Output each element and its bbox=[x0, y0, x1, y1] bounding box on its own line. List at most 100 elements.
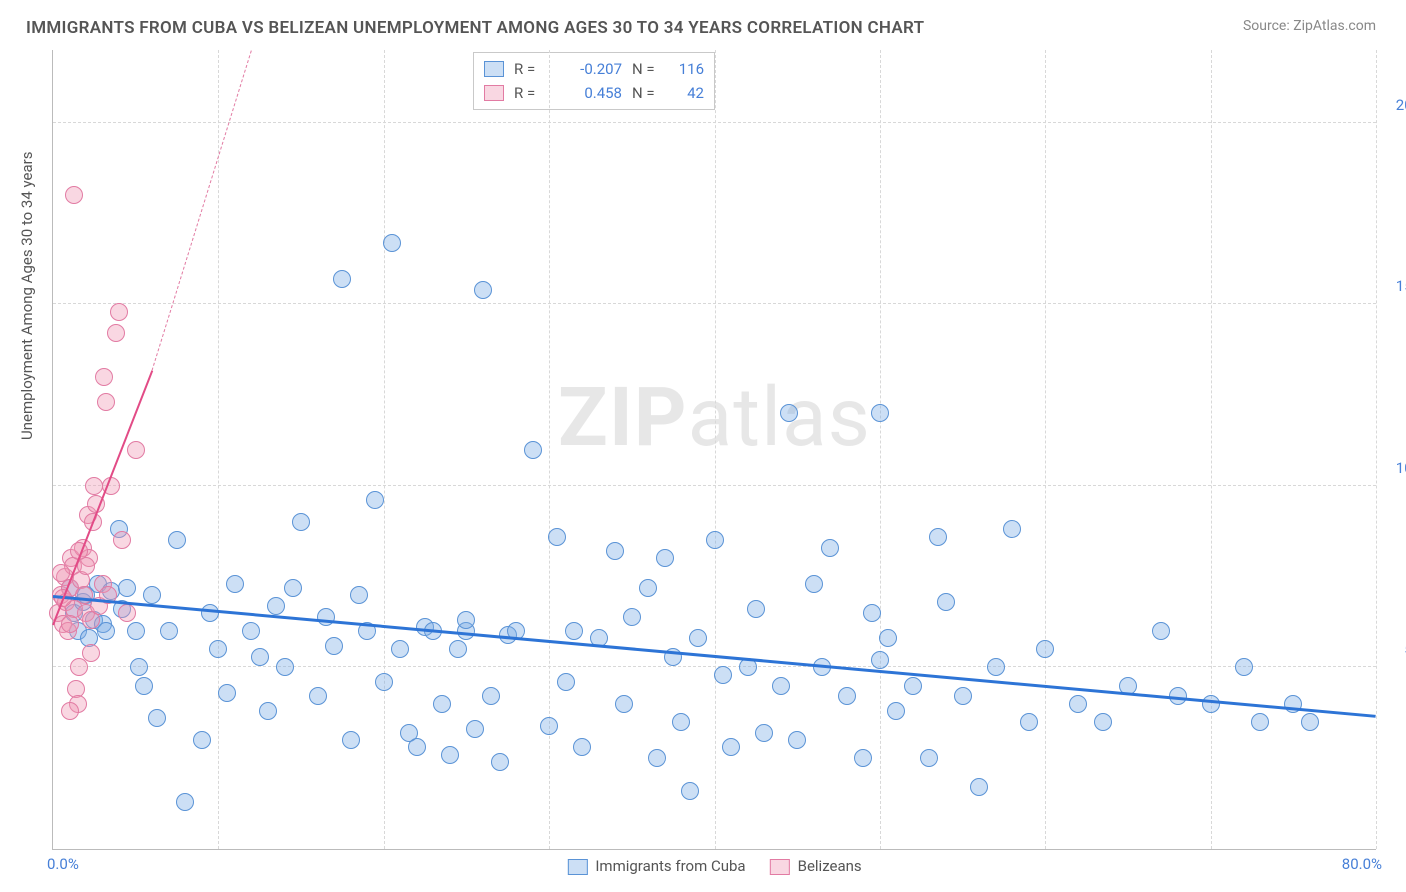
data-point-cuba bbox=[176, 793, 194, 811]
y-tick-label: 5.0% bbox=[1381, 640, 1406, 658]
data-point-cuba bbox=[284, 579, 302, 597]
data-point-cuba bbox=[1003, 520, 1021, 538]
data-point-belize bbox=[113, 531, 131, 549]
legend-correlation-row: R =0.458N =42 bbox=[484, 81, 704, 105]
gridline-v bbox=[715, 50, 716, 849]
data-point-belize bbox=[118, 604, 136, 622]
data-point-cuba bbox=[457, 611, 475, 629]
data-point-cuba bbox=[714, 666, 732, 684]
data-point-cuba bbox=[251, 648, 269, 666]
legend-swatch bbox=[770, 859, 790, 875]
data-point-cuba bbox=[722, 738, 740, 756]
data-point-cuba bbox=[863, 604, 881, 622]
data-point-cuba bbox=[871, 404, 889, 422]
data-point-cuba bbox=[970, 778, 988, 796]
y-tick-label: 10.0% bbox=[1381, 459, 1406, 477]
data-point-belize bbox=[70, 658, 88, 676]
data-point-cuba bbox=[706, 531, 724, 549]
gridline-v bbox=[1045, 50, 1046, 849]
data-point-cuba bbox=[242, 622, 260, 640]
data-point-cuba bbox=[143, 586, 161, 604]
legend-correlation: R =-0.207N =116R =0.458N =42 bbox=[473, 52, 715, 110]
legend-swatch bbox=[484, 85, 504, 101]
legend-n-label: N = bbox=[632, 81, 658, 105]
gridline-v bbox=[384, 50, 385, 849]
data-point-cuba bbox=[548, 528, 566, 546]
data-point-cuba bbox=[557, 673, 575, 691]
data-point-belize bbox=[85, 477, 103, 495]
data-point-belize bbox=[82, 644, 100, 662]
data-point-cuba bbox=[466, 720, 484, 738]
data-point-cuba bbox=[780, 404, 798, 422]
gridline-v bbox=[1376, 50, 1377, 849]
data-point-cuba bbox=[954, 687, 972, 705]
data-point-cuba bbox=[1069, 695, 1087, 713]
legend-n-label: N = bbox=[632, 57, 658, 81]
data-point-cuba bbox=[160, 622, 178, 640]
data-point-cuba bbox=[276, 658, 294, 676]
data-point-cuba bbox=[259, 702, 277, 720]
legend-r-label: R = bbox=[514, 81, 540, 105]
data-point-cuba bbox=[854, 749, 872, 767]
data-point-cuba bbox=[1251, 713, 1269, 731]
data-point-cuba bbox=[383, 234, 401, 252]
data-point-cuba bbox=[788, 731, 806, 749]
data-point-cuba bbox=[1152, 622, 1170, 640]
data-point-cuba bbox=[689, 629, 707, 647]
data-point-cuba bbox=[168, 531, 186, 549]
data-point-cuba bbox=[193, 731, 211, 749]
data-point-cuba bbox=[879, 629, 897, 647]
data-point-belize bbox=[52, 564, 70, 582]
data-point-belize bbox=[107, 324, 125, 342]
data-point-cuba bbox=[267, 597, 285, 615]
data-point-cuba bbox=[987, 658, 1005, 676]
data-point-cuba bbox=[342, 731, 360, 749]
data-point-cuba bbox=[474, 281, 492, 299]
legend-r-value: -0.207 bbox=[550, 57, 622, 81]
source-attribution: Source: ZipAtlas.com bbox=[1243, 18, 1376, 34]
data-point-cuba bbox=[606, 542, 624, 560]
data-point-cuba bbox=[524, 441, 542, 459]
data-point-cuba bbox=[366, 491, 384, 509]
data-point-belize bbox=[110, 303, 128, 321]
data-point-cuba bbox=[648, 749, 666, 767]
legend-r-value: 0.458 bbox=[550, 81, 622, 105]
data-point-cuba bbox=[391, 640, 409, 658]
data-point-cuba bbox=[449, 640, 467, 658]
data-point-cuba bbox=[1235, 658, 1253, 676]
data-point-cuba bbox=[623, 608, 641, 626]
data-point-cuba bbox=[920, 749, 938, 767]
data-point-cuba bbox=[1036, 640, 1054, 658]
data-point-belize bbox=[61, 702, 79, 720]
data-point-cuba bbox=[325, 637, 343, 655]
data-point-cuba bbox=[937, 593, 955, 611]
legend-swatch bbox=[567, 859, 587, 875]
data-point-cuba bbox=[1202, 695, 1220, 713]
gridline-v bbox=[880, 50, 881, 849]
data-point-cuba bbox=[805, 575, 823, 593]
data-point-cuba bbox=[656, 549, 674, 567]
data-point-cuba bbox=[639, 579, 657, 597]
data-point-cuba bbox=[904, 677, 922, 695]
legend-series-label: Immigrants from Cuba bbox=[595, 857, 745, 875]
data-point-belize bbox=[61, 615, 79, 633]
trendline bbox=[152, 50, 252, 370]
data-point-cuba bbox=[209, 640, 227, 658]
data-point-cuba bbox=[747, 600, 765, 618]
data-point-belize bbox=[65, 186, 83, 204]
data-point-cuba bbox=[755, 724, 773, 742]
data-point-cuba bbox=[97, 622, 115, 640]
legend-series-label: Belizeans bbox=[798, 857, 862, 875]
x-tick-label: 0.0% bbox=[47, 855, 79, 873]
data-point-cuba bbox=[127, 622, 145, 640]
data-point-belize bbox=[127, 441, 145, 459]
legend-series-item: Belizeans bbox=[770, 857, 862, 875]
legend-series-item: Immigrants from Cuba bbox=[567, 857, 745, 875]
y-tick-label: 20.0% bbox=[1381, 96, 1406, 114]
data-point-cuba bbox=[408, 738, 426, 756]
y-axis-label: Unemployment Among Ages 30 to 34 years bbox=[18, 152, 36, 440]
data-point-cuba bbox=[441, 746, 459, 764]
data-point-cuba bbox=[565, 622, 583, 640]
data-point-cuba bbox=[821, 539, 839, 557]
chart-plot-area: ZIPatlas R =-0.207N =116R =0.458N =42 Im… bbox=[52, 50, 1376, 850]
